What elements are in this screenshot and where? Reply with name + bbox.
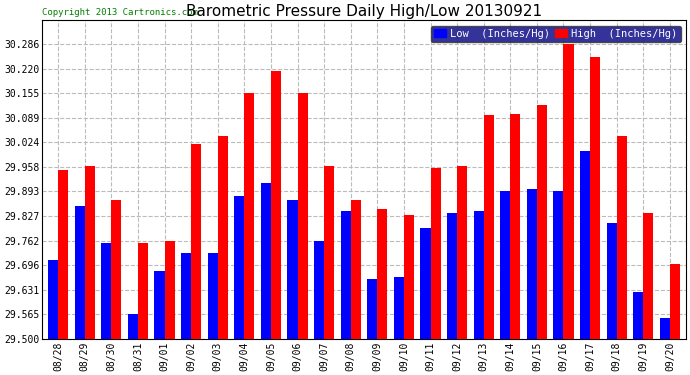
Bar — [431, 168, 441, 339]
Bar — [617, 136, 627, 339]
Bar — [447, 213, 457, 339]
Bar — [473, 211, 484, 339]
Bar — [75, 206, 85, 339]
Bar — [377, 210, 387, 339]
Bar — [155, 271, 164, 339]
Bar — [48, 260, 58, 339]
Bar — [633, 292, 643, 339]
Bar — [500, 191, 511, 339]
Bar — [660, 318, 670, 339]
Bar — [367, 279, 377, 339]
Bar — [208, 252, 218, 339]
Bar — [297, 93, 308, 339]
Text: Copyright 2013 Cartronics.com: Copyright 2013 Cartronics.com — [42, 8, 198, 17]
Bar — [234, 196, 244, 339]
Bar — [580, 152, 590, 339]
Bar — [394, 277, 404, 339]
Bar — [191, 144, 201, 339]
Bar — [271, 71, 281, 339]
Bar — [164, 241, 175, 339]
Bar — [351, 200, 361, 339]
Bar — [607, 223, 617, 339]
Bar — [138, 243, 148, 339]
Bar — [314, 241, 324, 339]
Bar — [643, 213, 653, 339]
Bar — [58, 170, 68, 339]
Bar — [484, 115, 494, 339]
Title: Barometric Pressure Daily High/Low 20130921: Barometric Pressure Daily High/Low 20130… — [186, 4, 542, 19]
Bar — [670, 264, 680, 339]
Bar — [590, 57, 600, 339]
Bar — [420, 228, 431, 339]
Bar — [324, 166, 334, 339]
Bar — [537, 105, 547, 339]
Bar — [457, 166, 467, 339]
Legend: Low  (Inches/Hg), High  (Inches/Hg): Low (Inches/Hg), High (Inches/Hg) — [431, 26, 680, 42]
Bar — [85, 166, 95, 339]
Bar — [261, 183, 271, 339]
Bar — [128, 314, 138, 339]
Bar — [218, 136, 228, 339]
Bar — [553, 191, 564, 339]
Bar — [404, 215, 414, 339]
Bar — [288, 200, 297, 339]
Bar — [526, 189, 537, 339]
Bar — [244, 93, 255, 339]
Bar — [511, 114, 520, 339]
Bar — [101, 243, 111, 339]
Bar — [341, 211, 351, 339]
Bar — [181, 252, 191, 339]
Bar — [111, 200, 121, 339]
Bar — [564, 44, 573, 339]
